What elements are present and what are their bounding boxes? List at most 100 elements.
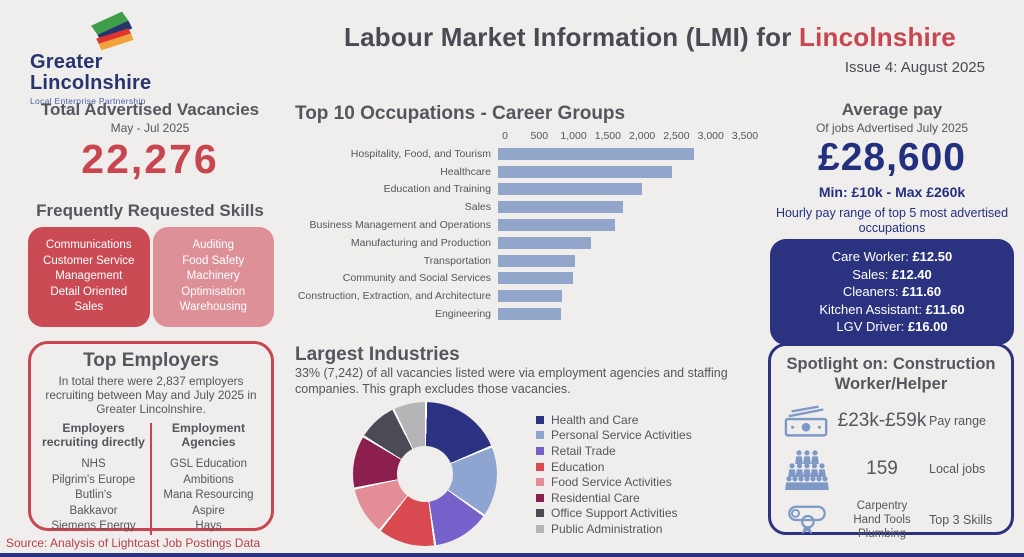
- agency-item: Ambitions: [183, 473, 234, 486]
- skill-item: Food Safety: [182, 254, 245, 267]
- bar: [498, 219, 615, 232]
- logo-text-line2: Lincolnshire: [30, 72, 152, 94]
- hourly-pay-intro: Hourly pay range of top 5 most advertise…: [775, 206, 1009, 235]
- employer-item: Siemens Energy: [51, 520, 136, 532]
- greater-lincolnshire-logo: Greater Lincolnshire Local Enterprise Pa…: [30, 6, 180, 106]
- legend-label: Public Administration: [551, 521, 663, 536]
- bar-category-label: Manufacturing and Production: [350, 236, 491, 249]
- spotlight-skill-1: Carpentry: [856, 500, 908, 512]
- spotlight-title: Spotlight on: Construction Worker/Helper: [786, 355, 996, 393]
- banknotes-icon: [779, 403, 835, 439]
- bar-row: Sales: [293, 198, 755, 216]
- legend-item: Retail Trade: [536, 443, 692, 459]
- page-title-region: Lincolnshire: [798, 22, 956, 52]
- bar-category-label: Sales: [464, 201, 491, 214]
- employers-direct-column: Employers recruiting directly NHS Pilgrim…: [39, 421, 148, 535]
- bottom-accent-bar: [0, 553, 1024, 557]
- x-axis-tick: 1,000: [560, 130, 587, 142]
- skills-box-primary: Communications Customer Service Management…: [28, 227, 150, 327]
- page-title: Labour Market Information (LMI) for Linc…: [305, 22, 995, 53]
- logo-tagline: Local Enterprise Partnership: [30, 96, 146, 106]
- spotlight-skills-row: Carpentry Hand Tools Plumbing Top 3 Skil…: [779, 499, 1003, 541]
- bar: [498, 272, 574, 285]
- employer-item: Butlin's: [75, 489, 112, 501]
- spotlight-skill-2: Hand Tools: [853, 514, 911, 526]
- legend-item: Public Administration: [536, 521, 692, 537]
- legend-label: Health and Care: [551, 412, 639, 427]
- skills-box-secondary: Auditing Food Safety Machinery Optimisation…: [152, 227, 274, 327]
- spotlight-local-jobs-label: Local jobs: [929, 462, 986, 476]
- occupations-chart-title: Top 10 Occupations - Career Groups: [295, 103, 626, 124]
- vacancies-period: May - Jul 2025: [110, 121, 190, 135]
- industries-subtitle: 33% (7,242) of all vacancies listed were…: [295, 366, 728, 396]
- source-attribution: Source: Analysis of Lightcast Job Postin…: [6, 536, 261, 550]
- bar-row: Business Management and Operations: [293, 216, 755, 234]
- agency-item: GSL Education: [170, 458, 247, 470]
- agency-item: Mana Resourcing: [163, 489, 254, 501]
- x-axis-tick: 3,500: [731, 130, 759, 142]
- x-axis-tick: 2,000: [629, 130, 656, 142]
- skill-item: Management: [55, 270, 123, 282]
- bar: [498, 254, 576, 267]
- legend-item: Education: [536, 459, 692, 475]
- bar-row: Community and Social Services: [293, 270, 755, 288]
- bar-row: Hospitality, Food, and Tourism: [293, 145, 755, 163]
- agency-item: Hays: [195, 520, 222, 532]
- legend-item: Personal Service Activities: [536, 428, 692, 444]
- bar-category-label: Healthcare: [440, 165, 491, 178]
- top-employers-box: Top Employers In total there were 2,837 …: [28, 341, 274, 535]
- spotlight-pay-range-value: £23k-£59k: [837, 410, 927, 431]
- hourly-pay-item: LGV Driver: £16.00: [836, 319, 948, 334]
- bar-category-label: Hospitality, Food, and Tourism: [350, 147, 491, 160]
- legend-label: Retail Trade: [551, 443, 616, 458]
- spotlight-local-jobs-value: 159: [866, 458, 898, 479]
- vacancies-total: 22,276: [81, 136, 219, 182]
- employment-agencies-heading: Employment Agencies: [171, 421, 246, 449]
- legend-swatch: [536, 478, 544, 487]
- legend-label: Education: [551, 459, 605, 474]
- skill-item: Communications: [45, 239, 132, 251]
- bar-chart-axis: 0 500 1,000 1,500 2,000 2,500 3,000 3,500: [502, 130, 758, 145]
- industries-donut-chart: [353, 402, 497, 546]
- x-axis-tick: 3,000: [697, 130, 724, 142]
- donut-hole: [397, 446, 453, 502]
- agency-item: Aspire: [192, 504, 225, 517]
- hourly-pay-box: Care Worker: £12.50 Sales: £12.40 Cleaners…: [770, 239, 1014, 345]
- bar: [498, 290, 562, 303]
- bar-category-label: Transportation: [423, 254, 491, 267]
- bar-row: Construction, Extraction, and Architectu…: [293, 287, 755, 305]
- employer-item: Bakkavor: [69, 504, 118, 517]
- employment-agencies-column: Employment Agencies GSL Education Ambitio…: [154, 421, 263, 535]
- bar-row: Manufacturing and Production: [293, 234, 755, 252]
- x-axis-tick: 1,500: [594, 130, 621, 142]
- legend-swatch: [536, 462, 544, 471]
- legend-label: Food Service Activities: [551, 475, 672, 490]
- bar: [498, 201, 623, 214]
- bar-category-label: Engineering: [434, 308, 491, 321]
- skill-item: Warehousing: [179, 301, 247, 313]
- bar-row: Transportation: [293, 252, 755, 270]
- bar: [498, 147, 695, 160]
- average-pay-subtitle: Of jobs Advertised July 2025: [815, 121, 969, 135]
- legend-label: Residential Care: [551, 490, 640, 505]
- legend-swatch: [536, 509, 544, 518]
- spotlight-skill-3: Plumbing: [858, 528, 906, 540]
- legend-label: Office Support Activities: [551, 506, 678, 521]
- skills-title: Frequently Requested Skills: [36, 201, 264, 220]
- spotlight-top-skills-value: Carpentry Hand Tools Plumbing: [835, 499, 929, 541]
- top-employers-title: Top Employers: [83, 350, 219, 371]
- x-axis-tick: 500: [530, 130, 549, 142]
- bar-row: Education and Training: [293, 181, 755, 199]
- spotlight-box: Spotlight on: Construction Worker/Helper…: [768, 343, 1014, 540]
- employer-item: NHS: [81, 458, 106, 470]
- skill-item: Auditing: [192, 239, 235, 251]
- bar-category-label: Construction, Extraction, and Architectu…: [297, 290, 491, 303]
- hourly-pay-item: Kitchen Assistant: £11.60: [819, 301, 965, 317]
- bar-category-label: Business Management and Operations: [309, 219, 491, 232]
- industries-legend: Health and Care Personal Service Activiti…: [536, 412, 692, 537]
- pay-min-max: Min: £10k - Max £260k: [818, 184, 966, 200]
- hourly-pay-item: Care Worker: £12.50: [831, 249, 953, 264]
- logo-arrow-icon: [91, 11, 134, 51]
- legend-swatch: [536, 446, 544, 455]
